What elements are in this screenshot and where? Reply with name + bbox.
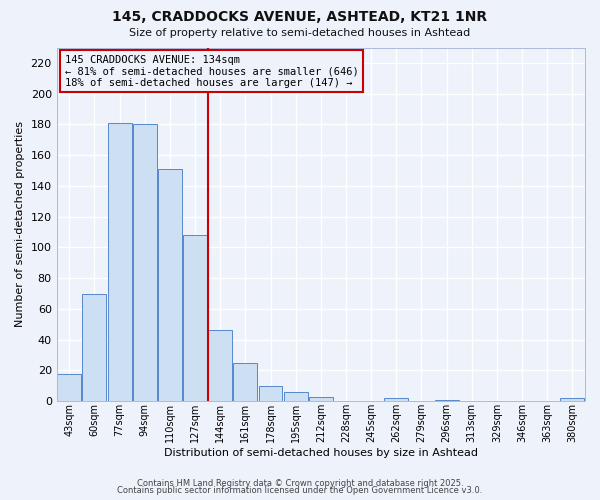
Bar xyxy=(434,400,458,401)
Bar xyxy=(57,374,81,401)
Bar xyxy=(107,123,131,401)
Bar xyxy=(233,362,257,401)
Bar xyxy=(208,330,232,401)
Text: Contains public sector information licensed under the Open Government Licence v3: Contains public sector information licen… xyxy=(118,486,482,495)
Bar xyxy=(284,392,308,401)
X-axis label: Distribution of semi-detached houses by size in Ashtead: Distribution of semi-detached houses by … xyxy=(164,448,478,458)
Bar xyxy=(158,169,182,401)
Text: Size of property relative to semi-detached houses in Ashtead: Size of property relative to semi-detach… xyxy=(130,28,470,38)
Bar xyxy=(133,124,157,401)
Text: Contains HM Land Registry data © Crown copyright and database right 2025.: Contains HM Land Registry data © Crown c… xyxy=(137,478,463,488)
Bar xyxy=(309,396,333,401)
Y-axis label: Number of semi-detached properties: Number of semi-detached properties xyxy=(15,122,25,328)
Bar xyxy=(259,386,283,401)
Text: 145 CRADDOCKS AVENUE: 134sqm
← 81% of semi-detached houses are smaller (646)
18%: 145 CRADDOCKS AVENUE: 134sqm ← 81% of se… xyxy=(65,54,358,88)
Bar xyxy=(183,235,207,401)
Bar xyxy=(560,398,584,401)
Text: 145, CRADDOCKS AVENUE, ASHTEAD, KT21 1NR: 145, CRADDOCKS AVENUE, ASHTEAD, KT21 1NR xyxy=(112,10,488,24)
Bar xyxy=(82,294,106,401)
Bar xyxy=(385,398,408,401)
